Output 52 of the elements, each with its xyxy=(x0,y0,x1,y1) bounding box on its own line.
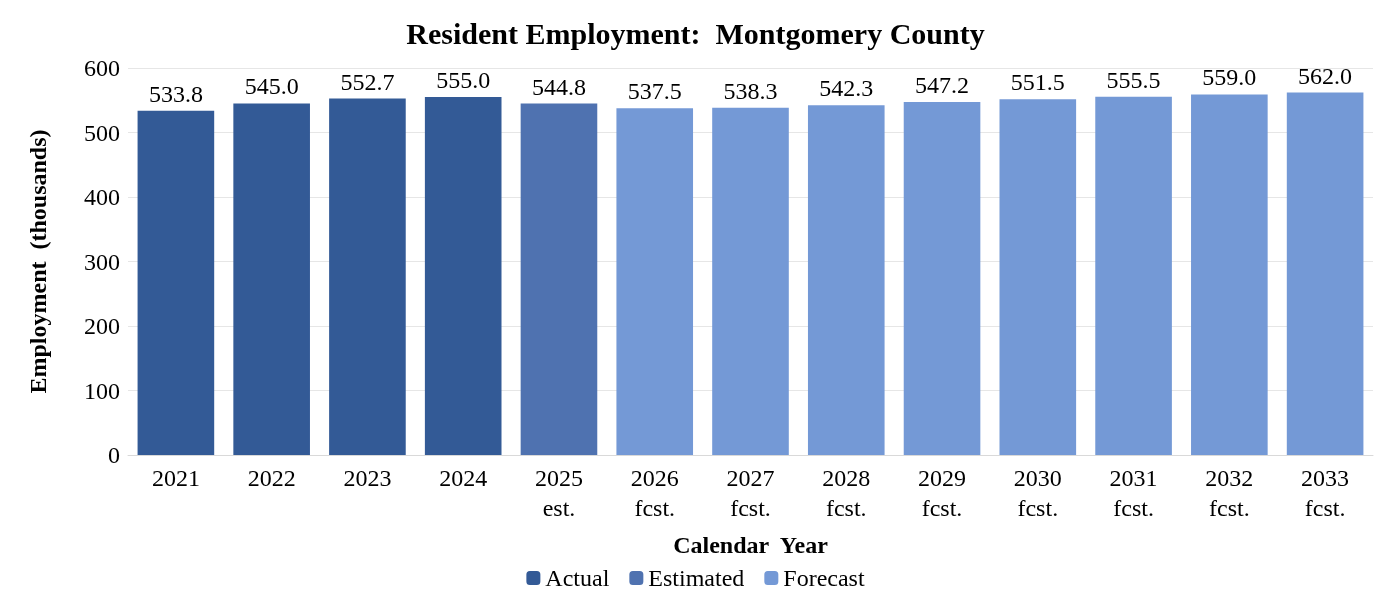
x-tick-label: 2032 fcst. xyxy=(1205,465,1254,521)
data-label: 545.0 xyxy=(244,73,299,100)
y-tick-label: 400 xyxy=(84,184,120,210)
data-label: 552.7 xyxy=(340,68,395,95)
y-tick-label: 0 xyxy=(108,442,120,468)
bar xyxy=(1191,94,1268,455)
data-label: 538.3 xyxy=(723,77,778,104)
y-tick-label: 600 xyxy=(84,55,120,81)
bar xyxy=(233,103,310,455)
x-tick-label: 2027 fcst. xyxy=(726,465,775,521)
bar xyxy=(807,105,885,455)
bar xyxy=(903,102,981,455)
y-tick-label: 500 xyxy=(84,119,120,146)
data-label: 544.8 xyxy=(531,73,586,100)
bar xyxy=(616,108,694,455)
y-tick-label: 300 xyxy=(84,248,120,275)
data-label: 542.3 xyxy=(819,75,874,102)
legend-label: Forecast xyxy=(783,565,865,591)
bar xyxy=(1095,96,1172,455)
y-axis-title: Employment (thousands) xyxy=(25,129,51,394)
data-label: 555.0 xyxy=(436,67,491,94)
legend-label: Estimated xyxy=(648,565,745,591)
chart-title: Resident Employment: Montgomery County xyxy=(406,16,985,50)
legend-label: Actual xyxy=(545,565,610,591)
x-tick-label: 2026 fcst. xyxy=(630,465,679,521)
bar xyxy=(1286,92,1364,455)
data-label: 559.0 xyxy=(1202,64,1257,91)
bar xyxy=(137,110,215,455)
bar xyxy=(424,97,502,455)
x-tick-label: 2021 xyxy=(151,465,200,491)
x-tick-label: 2025 est. xyxy=(534,465,583,521)
y-tick-label: 100 xyxy=(84,377,120,404)
data-label: 533.8 xyxy=(148,80,203,107)
data-label: 562.0 xyxy=(1298,62,1353,89)
x-axis-title: Calendar Year xyxy=(673,532,829,558)
bar xyxy=(999,99,1077,455)
bar xyxy=(712,107,789,455)
data-label: 547.2 xyxy=(915,72,970,99)
data-label: 555.5 xyxy=(1106,66,1161,93)
y-tick-label: 200 xyxy=(84,313,120,339)
bar xyxy=(329,98,406,455)
x-tick-label: 2024 xyxy=(439,465,488,491)
bar xyxy=(520,103,598,455)
x-tick-label: 2029 fcst. xyxy=(918,465,967,521)
x-tick-label: 2023 xyxy=(343,465,392,491)
x-tick-label: 2028 fcst. xyxy=(822,465,871,521)
data-label: 551.5 xyxy=(1010,69,1065,96)
x-tick-label: 2031 fcst. xyxy=(1109,465,1158,521)
x-tick-label: 2022 xyxy=(247,465,296,491)
data-label: 537.5 xyxy=(627,78,682,105)
x-tick-label: 2033 fcst. xyxy=(1301,465,1350,521)
x-tick-label: 2030 fcst. xyxy=(1013,465,1062,521)
